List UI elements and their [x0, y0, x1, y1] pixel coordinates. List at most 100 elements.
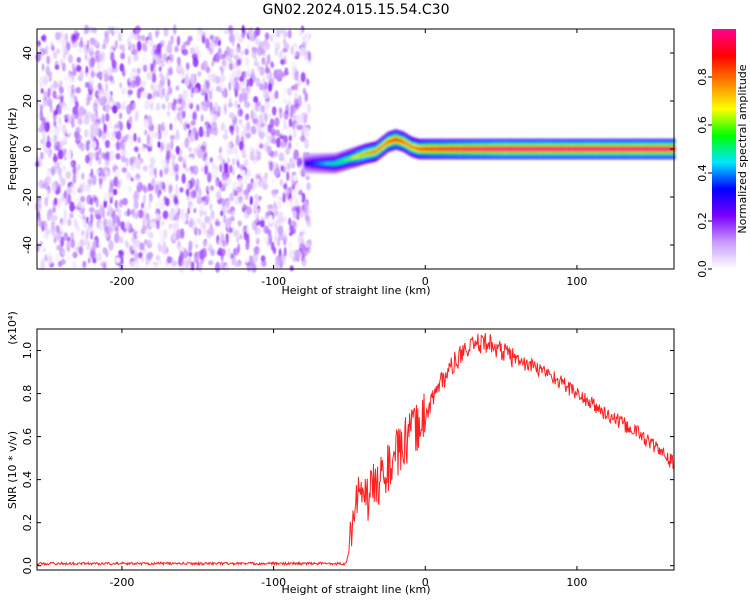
noise-cell — [176, 98, 182, 105]
noise-cell — [229, 124, 235, 132]
noise-cell — [40, 151, 44, 160]
noise-cell — [86, 56, 92, 63]
colorbar-tick-label: 0.2 — [696, 212, 709, 230]
noise-cell — [183, 249, 188, 259]
noise-cell — [78, 201, 81, 208]
noise-cell — [270, 241, 275, 251]
track-cell — [531, 147, 534, 151]
noise-cell — [135, 176, 140, 187]
noise-cell — [228, 97, 232, 107]
noise-cell — [159, 199, 165, 210]
noise-cell — [71, 40, 75, 49]
noise-cell — [242, 146, 248, 156]
noise-cell — [277, 225, 284, 237]
noise-cell — [188, 245, 192, 254]
noise-cell — [290, 163, 296, 169]
noise-cell — [62, 124, 67, 135]
noise-cell — [131, 208, 136, 218]
noise-cell — [54, 98, 58, 107]
track-cell — [551, 147, 554, 151]
noise-cell — [258, 180, 265, 188]
noise-cell — [170, 139, 174, 150]
noise-cell — [260, 260, 267, 267]
noise-cell — [82, 260, 87, 269]
track-cell — [495, 147, 498, 151]
noise-cell — [288, 249, 294, 259]
noise-cell — [124, 240, 129, 248]
noise-cell — [233, 76, 239, 83]
noise-cell — [182, 89, 188, 101]
noise-cell — [141, 81, 145, 88]
noise-cell — [243, 70, 247, 80]
noise-cell — [204, 30, 210, 36]
noise-cell — [276, 152, 283, 158]
noise-cell — [254, 173, 260, 179]
noise-cell — [294, 98, 298, 108]
noise-cell — [40, 139, 44, 145]
colorbar-tick-label: 0.4 — [696, 164, 709, 182]
noise-cell — [91, 174, 97, 186]
noise-cell — [198, 262, 202, 274]
track-cell — [391, 139, 394, 142]
noise-cell — [165, 96, 169, 103]
x-tick-label: 100 — [566, 576, 587, 589]
track-cell — [444, 147, 447, 151]
noise-cell — [146, 93, 153, 100]
y-tick-label: 0.8 — [21, 385, 34, 403]
noise-cell — [136, 209, 140, 218]
noise-cell — [58, 107, 62, 115]
noise-cell — [244, 254, 250, 264]
noise-cell — [246, 236, 250, 244]
noise-cell — [39, 240, 43, 247]
noise-cell — [78, 41, 84, 48]
noise-cell — [253, 246, 260, 255]
noise-cell — [72, 106, 79, 116]
colorbar-tick-label: 0.0 — [696, 260, 709, 278]
track-cell — [546, 147, 549, 151]
noise-cell — [53, 109, 59, 116]
noise-cell — [86, 194, 92, 205]
noise-cell — [249, 150, 255, 161]
noise-cell — [145, 172, 150, 180]
track-cell — [334, 161, 338, 165]
noise-cell — [56, 244, 62, 251]
noise-cell — [267, 112, 273, 120]
noise-cell — [185, 123, 191, 129]
noise-cell — [154, 184, 160, 195]
noise-cell — [287, 87, 292, 97]
noise-cell — [188, 111, 192, 120]
noise-cell — [210, 185, 214, 191]
noise-cell — [37, 196, 42, 203]
noise-cell — [76, 231, 81, 238]
noise-cell — [63, 73, 68, 84]
noise-cell — [184, 75, 190, 87]
noise-cell — [99, 97, 105, 107]
noise-cell — [76, 57, 82, 63]
noise-cell — [294, 70, 299, 81]
noise-cell — [287, 129, 292, 136]
track-cell — [309, 162, 312, 165]
top-x-axis: -200 -100 0 100 — [109, 29, 587, 288]
track-cell — [553, 147, 556, 151]
track-cell — [382, 144, 385, 148]
noise-cell — [262, 76, 266, 84]
noise-cell — [295, 51, 302, 58]
noise-cell — [283, 231, 287, 238]
noise-cell — [180, 228, 185, 239]
noise-cell — [132, 102, 136, 112]
track-cell — [416, 147, 419, 151]
noise-cell — [119, 63, 125, 72]
noise-cell — [217, 39, 221, 47]
noise-cell — [38, 127, 44, 133]
noise-cell — [114, 200, 119, 209]
chart-title: GN02.2024.015.15.54.C30 — [263, 2, 450, 18]
noise-cell — [172, 231, 177, 241]
track-cell — [325, 162, 328, 165]
noise-cell — [201, 100, 207, 107]
noise-cell — [110, 151, 116, 162]
noise-cell — [302, 88, 306, 95]
noise-cell — [190, 190, 197, 199]
noise-cell — [84, 81, 89, 89]
noise-cell — [186, 181, 190, 190]
noise-cell — [255, 106, 261, 112]
